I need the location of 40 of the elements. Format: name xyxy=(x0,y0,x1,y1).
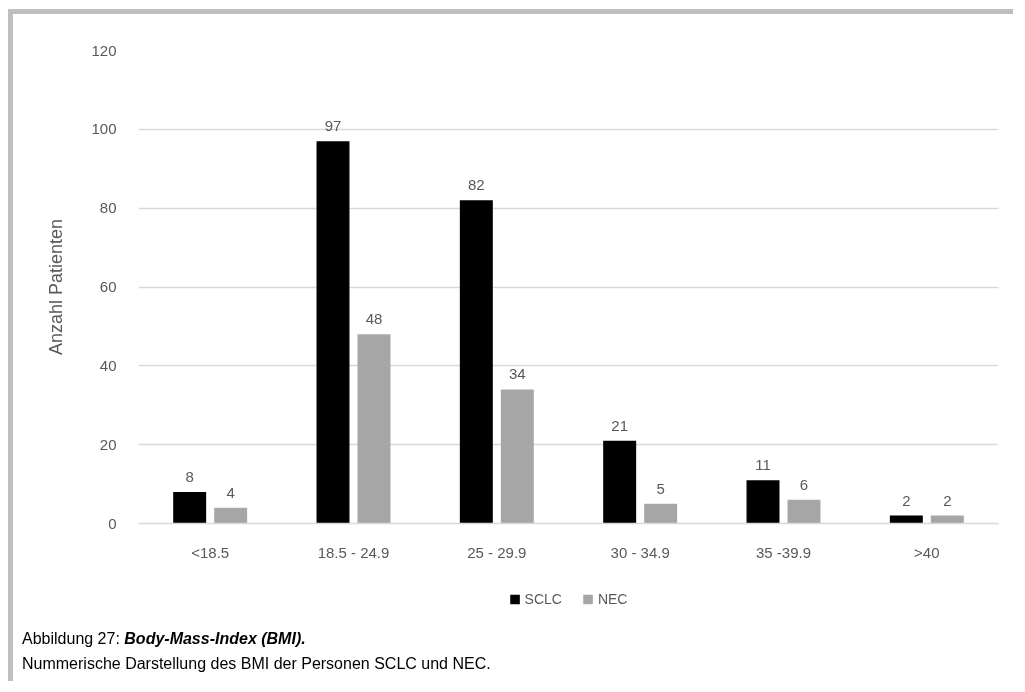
x-tick-label: 25 - 29.9 xyxy=(467,543,527,561)
bar xyxy=(214,507,248,524)
x-tick-label: >40 xyxy=(914,543,940,561)
y-tick-label: 40 xyxy=(99,356,117,374)
bar xyxy=(787,499,821,524)
bar xyxy=(603,440,637,524)
legend-label: SCLC xyxy=(524,591,562,607)
bar xyxy=(459,200,493,524)
x-tick-label: 35 -39.9 xyxy=(755,543,812,561)
x-tick-label: 18.5 - 24.9 xyxy=(317,543,390,561)
legend-label: NEC xyxy=(597,591,628,607)
y-tick-label: 120 xyxy=(91,41,117,59)
y-tick-label: 60 xyxy=(99,278,117,295)
text: Nummerische Darstellung des BMI der Personen SCLC und NEC. xyxy=(22,654,491,674)
x-tick-label: <18.5 xyxy=(191,543,230,561)
x-tick-label: 30 - 34.9 xyxy=(610,543,670,561)
data-label: 97 xyxy=(324,117,342,135)
bar xyxy=(173,491,207,524)
data-label: 2 xyxy=(943,491,952,509)
y-axis-title: Anzahl Patienten xyxy=(46,218,67,356)
bar xyxy=(316,141,350,524)
text: Abbildung 27: Body-Mass-Index (BMI). xyxy=(22,629,307,649)
data-label: 4 xyxy=(226,483,235,501)
data-label: 5 xyxy=(656,479,665,497)
data-label: 11 xyxy=(755,456,771,474)
data-label: 8 xyxy=(185,467,194,485)
data-label: 6 xyxy=(799,475,809,493)
y-tick-label: 100 xyxy=(91,120,117,138)
bar xyxy=(746,480,780,524)
bar xyxy=(644,503,678,524)
bar xyxy=(500,389,534,524)
y-tick-label: 0 xyxy=(108,514,117,532)
data-label: 2 xyxy=(902,491,911,509)
bar xyxy=(357,334,391,524)
data-label: 21 xyxy=(611,416,629,434)
data-label: 82 xyxy=(467,176,485,194)
data-label: 48 xyxy=(365,310,383,328)
data-label: 34 xyxy=(508,365,526,383)
y-tick-label: 20 xyxy=(99,435,117,453)
y-tick-label: 80 xyxy=(99,199,117,217)
